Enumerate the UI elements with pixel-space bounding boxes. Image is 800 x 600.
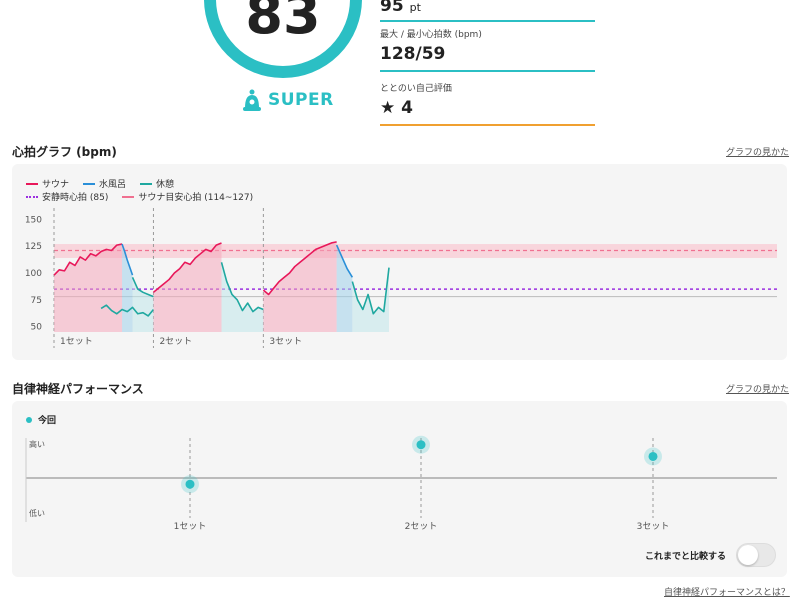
perf-point <box>648 451 658 461</box>
self-rating-value: 4 <box>401 98 414 118</box>
rest-line <box>220 262 264 313</box>
y-tick-label: 50 <box>31 323 43 333</box>
sauna-line <box>262 241 337 296</box>
legend-sauna: サウナ <box>26 177 69 190</box>
rest-line <box>351 267 390 315</box>
max-min-hr-label: 最大 / 最小心拍数 (bpm) <box>380 30 482 40</box>
sauna-line <box>152 242 222 293</box>
sauna-area <box>153 242 222 332</box>
perf-legend: 今回 <box>26 413 56 426</box>
perf-high-label: 高い <box>29 439 45 449</box>
water-line <box>335 244 354 278</box>
points-unit: pt <box>409 1 421 14</box>
perf-title: 自律神経パフォーマンス <box>12 382 144 396</box>
water-area <box>336 245 353 332</box>
heart-legend-row-2: 安静時心拍 (85) サウナ目安心拍 (114~127) <box>26 190 253 203</box>
perf-low-label: 低い <box>29 508 45 518</box>
perf-about-link[interactable]: 自律神経パフォーマンスとは？ <box>664 588 790 598</box>
set-label: 1セット <box>60 336 93 347</box>
self-rating-label: ととのい自己評価 <box>380 84 452 94</box>
perf-point <box>185 479 195 489</box>
stat-points: 95 pt <box>380 0 595 22</box>
heart-graph-how-link[interactable]: グラフの見かた <box>726 148 790 158</box>
sauna-line <box>53 243 123 276</box>
perf-category-label: 3セット <box>637 521 670 532</box>
sauna-hat-icon <box>243 89 261 111</box>
legend-rest: 休憩 <box>140 177 174 190</box>
perf-category-label: 1セット <box>174 521 207 532</box>
rest2-line <box>100 304 155 317</box>
max-min-hr-value: 128/59 <box>380 44 446 64</box>
rest-area <box>221 262 264 332</box>
points-value: 95 <box>380 0 404 16</box>
water-line <box>121 243 134 276</box>
perf-how-link[interactable]: グラフの見かた <box>726 385 790 395</box>
star-icon: ★ <box>380 98 396 118</box>
rest-area <box>352 267 389 332</box>
set-label: 3セット <box>269 336 302 347</box>
sauna-area <box>54 244 123 332</box>
sauna-area <box>263 241 337 332</box>
rank-badge: SUPER <box>242 88 334 112</box>
heart-legend-row-1: サウナ 水風呂 休憩 <box>26 177 174 190</box>
sauna-target-band <box>54 244 777 258</box>
y-tick-label: 125 <box>25 242 42 252</box>
rank-label: SUPER <box>268 90 334 110</box>
y-tick-label: 150 <box>25 215 42 225</box>
compare-toggle-knob <box>738 545 758 565</box>
heart-rate-chart: 150 125 100 75 50 1セット 2セット 3セット <box>25 208 777 348</box>
heart-graph-title: 心拍グラフ (bpm) <box>12 145 117 159</box>
stat-max-min-hr: 最大 / 最小心拍数 (bpm) 128/59 <box>380 27 595 72</box>
legend-resting-hr: 安静時心拍 (85) <box>26 190 108 203</box>
rest-line <box>131 276 154 298</box>
compare-label: これまでと比較する <box>645 552 727 562</box>
perf-legend-label: 今回 <box>38 416 57 426</box>
perf-category-label: 2セット <box>405 521 438 532</box>
total-score: 83 <box>245 0 321 46</box>
rest-area <box>132 277 154 332</box>
legend-water: 水風呂 <box>83 177 126 190</box>
stat-self-rating: ととのい自己評価 ★ 4 <box>380 81 595 126</box>
set-label: 2セット <box>159 336 192 347</box>
legend-sauna-target: サウナ目安心拍 (114~127) <box>122 190 253 203</box>
y-tick-label: 75 <box>31 296 42 306</box>
compare-toggle[interactable] <box>736 543 776 567</box>
y-tick-label: 100 <box>25 269 42 279</box>
perf-point <box>416 440 426 450</box>
perf-legend-dot <box>26 416 32 423</box>
perf-card <box>12 401 787 577</box>
